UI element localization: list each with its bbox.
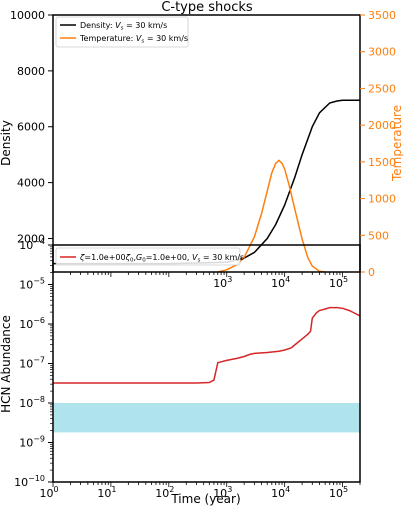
temperature-tick-label: 2500 [368, 82, 396, 95]
density-line [53, 99, 360, 265]
density-tick-label: 4000 [17, 177, 45, 190]
top-x-tick-label: 105 [329, 275, 348, 290]
temperature-tick-label: 3000 [368, 46, 396, 59]
legend-hcn-label: ζ=1.0e+00ζ0,G0=1.0e+00, Vs = 30 km/s [79, 253, 244, 264]
top-x-tick-label: 104 [271, 275, 290, 290]
legend-density-label: Density: Vs = 30 km/s [80, 21, 167, 32]
temperature-tick-label: 1000 [368, 193, 396, 206]
bottom-x-tick-label: 102 [155, 485, 174, 500]
bottom-y-axis-label: HCN Abundance [0, 315, 13, 413]
temperature-tick-label: 0 [368, 266, 375, 279]
temperature-tick-label: 3500 [368, 9, 396, 22]
bottom-x-tick-label: 100 [39, 485, 58, 500]
top-x-tick-label: 103 [213, 275, 232, 290]
bottom-legend: ζ=1.0e+00ζ0,G0=1.0e+00, Vs = 30 km/s [55, 247, 244, 266]
legend-temperature-label: Temperature: Vs = 30 km/s [79, 34, 188, 45]
hcn-tick-label: 10−9 [19, 435, 45, 450]
bottom-plot-frame [52, 244, 361, 483]
bottom-legend-box [55, 247, 241, 266]
top-panel: 2000 4000 6000 8000 10000 0 500 1000 1500 2000 250… [0, 9, 404, 290]
density-tick-label: 8000 [17, 65, 45, 78]
hcn-tick-label: 10−5 [19, 277, 45, 292]
temperature-tick-label: 1500 [368, 156, 396, 169]
top-legend-box [55, 16, 189, 48]
hcn-tick-label: 10−7 [19, 356, 45, 371]
hcn-tick-label: 10−8 [19, 395, 45, 410]
top-legend: Density: Vs = 30 km/s Temperature: Vs = … [55, 16, 189, 48]
bottom-x-tick-label: 105 [329, 485, 348, 500]
bottom-panel: 100 101 102 103 104 105 10−10 10−9 10−8 10−7 10−6 1… [0, 237, 361, 506]
hcn-tick-label: 10−6 [19, 316, 45, 331]
top-y-axis-label: Density [0, 120, 13, 166]
hcn-abundance-line [53, 306, 361, 384]
bottom-x-tick-label: 101 [97, 485, 116, 500]
bottom-x-tick-label: 104 [271, 485, 290, 500]
top-plot-frame [52, 14, 361, 273]
density-tick-label: 6000 [17, 121, 45, 134]
temperature-tick-label: 2000 [368, 119, 396, 132]
chart-title: C-type shocks [161, 0, 253, 15]
observed-abundance-band [53, 403, 360, 433]
x-axis-label: Time (year) [170, 492, 240, 506]
density-tick-label: 2000 [17, 232, 45, 245]
hcn-tick-label: 10−4 [19, 237, 45, 252]
temperature-tick-label: 500 [368, 229, 389, 242]
temperature-line [217, 159, 326, 273]
top-y2-axis-label: Temperature [390, 105, 404, 182]
density-tick-label: 10000 [10, 9, 45, 22]
hcn-tick-label: 10−10 [14, 474, 45, 489]
bottom-x-tick-label: 103 [213, 485, 232, 500]
